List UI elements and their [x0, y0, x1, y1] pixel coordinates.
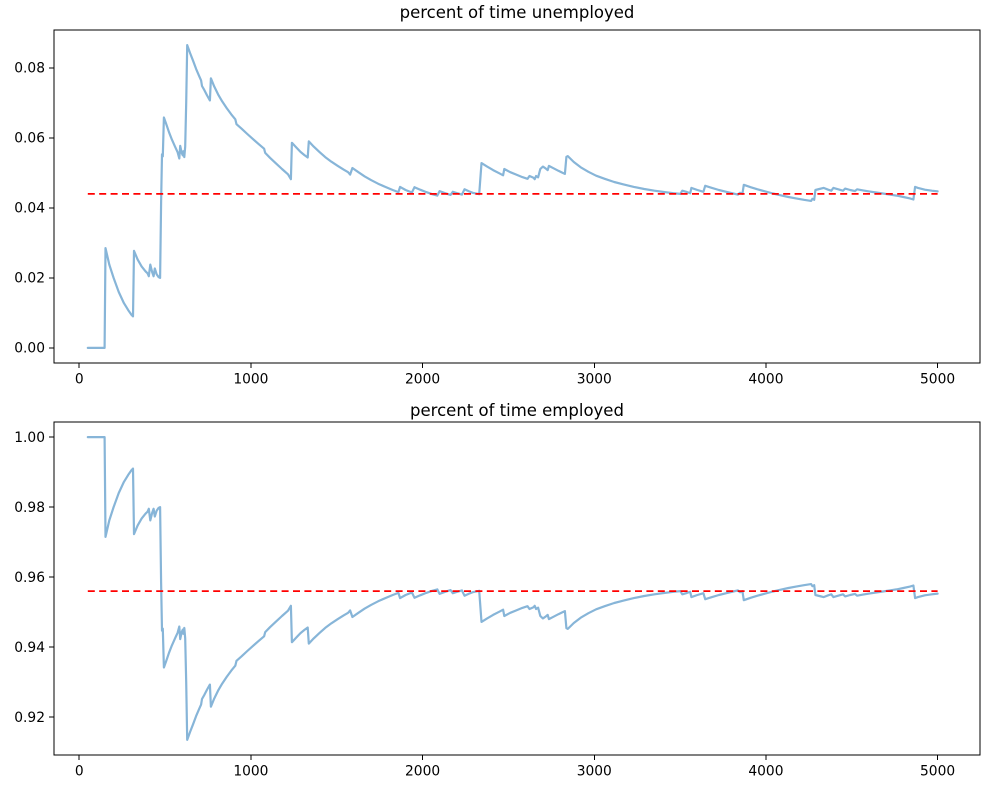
y-tick-label: 0.04 — [14, 201, 45, 217]
axes-frame — [53, 421, 981, 756]
y-tick-label: 0.08 — [14, 61, 45, 77]
data-line — [86, 436, 939, 742]
x-tick-label: 4000 — [748, 372, 783, 388]
x-tick-label: 5000 — [920, 764, 955, 780]
y-tick-label: 0.00 — [14, 341, 45, 357]
axes-frame — [53, 29, 981, 364]
x-tick-label: 0 — [75, 764, 84, 780]
chart-title-unemployed: percent of time unemployed — [399, 3, 635, 22]
x-tick-label: 1000 — [233, 764, 268, 780]
x-tick-label: 4000 — [748, 764, 783, 780]
y-tick-label: 0.96 — [14, 570, 45, 586]
x-tick-label: 2000 — [405, 372, 440, 388]
x-tick-label: 3000 — [577, 372, 612, 388]
y-tick-label: 1.00 — [14, 430, 45, 446]
x-tick-label: 5000 — [920, 372, 955, 388]
y-tick-label: 0.06 — [14, 131, 45, 147]
x-tick-label: 3000 — [577, 764, 612, 780]
y-tick-label: 0.92 — [14, 710, 45, 726]
y-tick-label: 0.94 — [14, 640, 45, 656]
chart-title-employed: percent of time employed — [410, 401, 624, 420]
x-tick-label: 2000 — [405, 764, 440, 780]
y-tick-label: 0.02 — [14, 271, 45, 287]
unemployed-chart: 0 1000 2000 3000 4000 5000 0.00 0.02 0.04 0.06 0.0… — [14, 29, 981, 388]
x-tick-label: 1000 — [233, 372, 268, 388]
data-line — [86, 43, 939, 349]
x-tick-label: 0 — [75, 372, 84, 388]
employed-chart: 0 1000 2000 3000 4000 5000 0.92 0.94 0.96 0.98 1.0… — [14, 421, 981, 780]
y-tick-label: 0.98 — [14, 500, 45, 516]
